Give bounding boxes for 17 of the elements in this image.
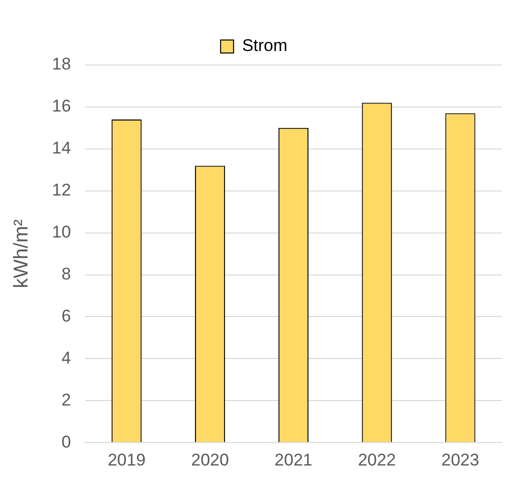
legend-label: Strom — [242, 36, 288, 56]
x-tick-label: 2022 — [358, 450, 396, 470]
y-tick-label: 12 — [52, 180, 71, 200]
y-tick-label: 6 — [61, 306, 71, 326]
y-tick-label: 14 — [52, 138, 71, 158]
y-tick-label: 18 — [52, 54, 71, 74]
y-tick-label: 8 — [61, 264, 71, 284]
y-axis-title: kWh/m² — [10, 219, 33, 288]
y-tick-label: 4 — [61, 348, 71, 368]
y-tick-label: 0 — [61, 432, 71, 452]
y-tick-label: 10 — [52, 222, 71, 242]
x-tick-label: 2023 — [441, 450, 480, 470]
y-tick-label: 2 — [61, 390, 71, 410]
y-tick-label: 16 — [52, 96, 71, 116]
x-tick-label: 2020 — [191, 450, 229, 470]
x-tick-label: 2019 — [108, 450, 146, 470]
x-tick-label: 2021 — [274, 450, 312, 470]
